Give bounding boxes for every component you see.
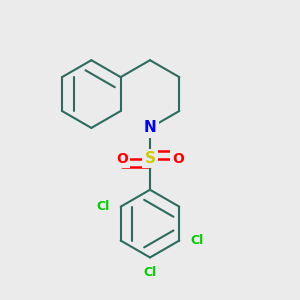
Text: N: N xyxy=(144,120,156,135)
Text: S: S xyxy=(145,151,155,166)
Text: O: O xyxy=(116,152,128,166)
Text: Cl: Cl xyxy=(143,266,157,279)
Text: Cl: Cl xyxy=(96,200,110,213)
Text: O: O xyxy=(172,152,184,166)
Text: Cl: Cl xyxy=(190,234,204,247)
